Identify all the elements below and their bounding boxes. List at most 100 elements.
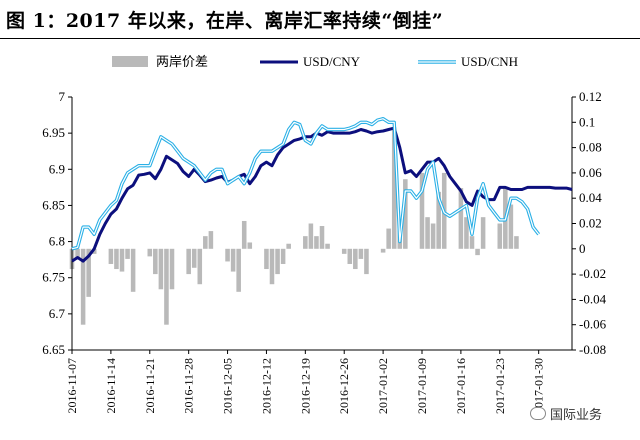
line-series: [71, 116, 573, 263]
spread-bar: [236, 248, 241, 292]
left-axis-tick-label: 6.7: [49, 306, 66, 321]
watermark: 国际业务: [530, 404, 602, 423]
spread-bar: [347, 248, 353, 264]
spread-bar: [430, 223, 436, 249]
spread-bar: [353, 248, 358, 270]
chart-area: 两岸价差 USD/CNY USD/CNH 6.65 6.7 6.75 6.8 6.85 6.9…: [42, 54, 606, 414]
spread-bar: [325, 243, 330, 249]
spread-bar: [475, 248, 480, 256]
spread-bar: [119, 248, 125, 272]
spread-bar: [508, 204, 514, 249]
spread-bar: [230, 248, 236, 272]
spread-bar: [197, 248, 203, 285]
spread-bar: [403, 179, 408, 249]
spread-bar: [458, 188, 464, 249]
spread-bar: [169, 248, 175, 290]
spread-bar: [480, 217, 486, 249]
x-axis-tick-label: 2016-11-21: [143, 358, 157, 414]
axes: 6.65 6.7 6.75 6.8 6.85 6.9 6.95 7 -0.08 -0.06 -0.0…: [42, 89, 606, 414]
spread-bar: [125, 248, 130, 259]
legend-label-usd-cnh: USD/CNH: [461, 54, 518, 69]
spread-bar: [158, 248, 164, 290]
right-axis-tick-label: -0.02: [579, 266, 606, 281]
spread-bar: [147, 248, 153, 257]
spread-bar: [275, 248, 280, 275]
left-axis-tick-label: 6.85: [42, 197, 65, 212]
x-axis-tick-label: 2017-01-02: [376, 358, 390, 414]
left-axis-tick-label: 6.8: [49, 234, 65, 249]
x-axis-tick-label: 2016-12-12: [259, 358, 273, 414]
spread-bar: [469, 236, 475, 249]
spread-bar: [341, 248, 347, 254]
right-axis-tick-label: -0.04: [579, 291, 607, 306]
spread-bar: [286, 243, 291, 249]
x-axis-tick-label: 2016-12-19: [298, 358, 312, 414]
left-axis-tick-label: 6.9: [49, 161, 65, 176]
spread-bar: [80, 248, 86, 325]
spread-bar: [364, 248, 369, 275]
spread-bar: [303, 236, 308, 249]
left-axis-tick-label: 6.75: [42, 270, 65, 285]
spread-bar: [308, 223, 314, 249]
series-line-usd-cnh-core: [71, 118, 540, 250]
left-axis-tick-label: 6.95: [42, 125, 65, 140]
right-axis-tick-label: 0.02: [579, 216, 602, 231]
spread-bar: [91, 248, 97, 254]
spread-bar: [164, 248, 169, 325]
left-axis-tick-label: 6.65: [42, 342, 65, 357]
watermark-text: 国际业务: [550, 408, 603, 423]
spread-bar: [264, 248, 269, 270]
spread-bar: [380, 248, 386, 253]
x-axis-tick-label: 2017-01-16: [454, 358, 468, 414]
spread-bar: [225, 248, 230, 262]
right-axis-tick-label: 0: [579, 241, 586, 256]
x-axis-tick-label: 2017-01-23: [493, 358, 507, 414]
spread-bar: [241, 220, 247, 249]
spread-bar: [186, 248, 191, 275]
chart-title-bar: 图 1：2017 年以来，在岸、离岸汇率持续“倒挂”: [0, 0, 640, 36]
spread-bar: [464, 217, 469, 249]
spread-bar: [114, 248, 119, 270]
wechat-icon: [530, 407, 546, 420]
spread-bar: [75, 248, 80, 259]
right-axis-tick-label: -0.06: [579, 317, 607, 332]
x-axis-tick-label: 2016-11-14: [104, 358, 118, 414]
right-axis-tick-label: 0.06: [579, 165, 602, 180]
right-axis-tick-label: 0.12: [579, 89, 602, 104]
spread-bar: [425, 217, 430, 249]
right-axis-tick-label: 0.04: [579, 190, 602, 205]
spread-bar: [130, 248, 136, 292]
spread-bar: [153, 248, 158, 275]
right-axis-tick-label: 0.08: [579, 140, 602, 155]
spread-bar: [280, 248, 286, 264]
spread-bar: [208, 231, 214, 249]
spread-bar: [514, 236, 519, 249]
x-axis-tick-label: 2017-01-09: [415, 358, 429, 414]
spread-bar: [391, 127, 397, 249]
x-axis-tick-label: 2016-11-28: [182, 358, 196, 414]
spread-bar: [314, 236, 319, 249]
spread-bar: [247, 242, 253, 249]
chart-title: 图 1：2017 年以来，在岸、离岸汇率持续“倒挂”: [6, 10, 444, 32]
spread-bar: [319, 226, 325, 249]
spread-bar: [386, 228, 391, 249]
x-axis-tick-label: 2016-12-26: [337, 358, 351, 414]
spread-bar: [419, 172, 425, 249]
left-axis-tick-label: 7: [59, 89, 66, 104]
x-axis-tick-label: 2017-01-30: [532, 358, 546, 414]
spread-bar: [358, 248, 364, 259]
spread-bar: [203, 236, 208, 249]
spread-bar: [436, 191, 441, 249]
bar-series-spread: [69, 127, 519, 325]
spread-bar: [269, 248, 275, 285]
title-divider: [0, 38, 640, 39]
legend-label-usd-cny: USD/CNY: [303, 54, 361, 69]
x-axis-tick-label: 2016-12-05: [221, 358, 235, 414]
x-axis-tick-label: 2016-11-07: [65, 358, 79, 414]
legend-swatch-spread: [112, 56, 148, 67]
right-axis-tick-label: 0.1: [579, 114, 595, 129]
legend: 两岸价差 USD/CNY USD/CNH: [112, 54, 518, 69]
spread-bar: [86, 248, 91, 297]
spread-bar: [191, 248, 197, 268]
spread-bar: [108, 248, 114, 264]
